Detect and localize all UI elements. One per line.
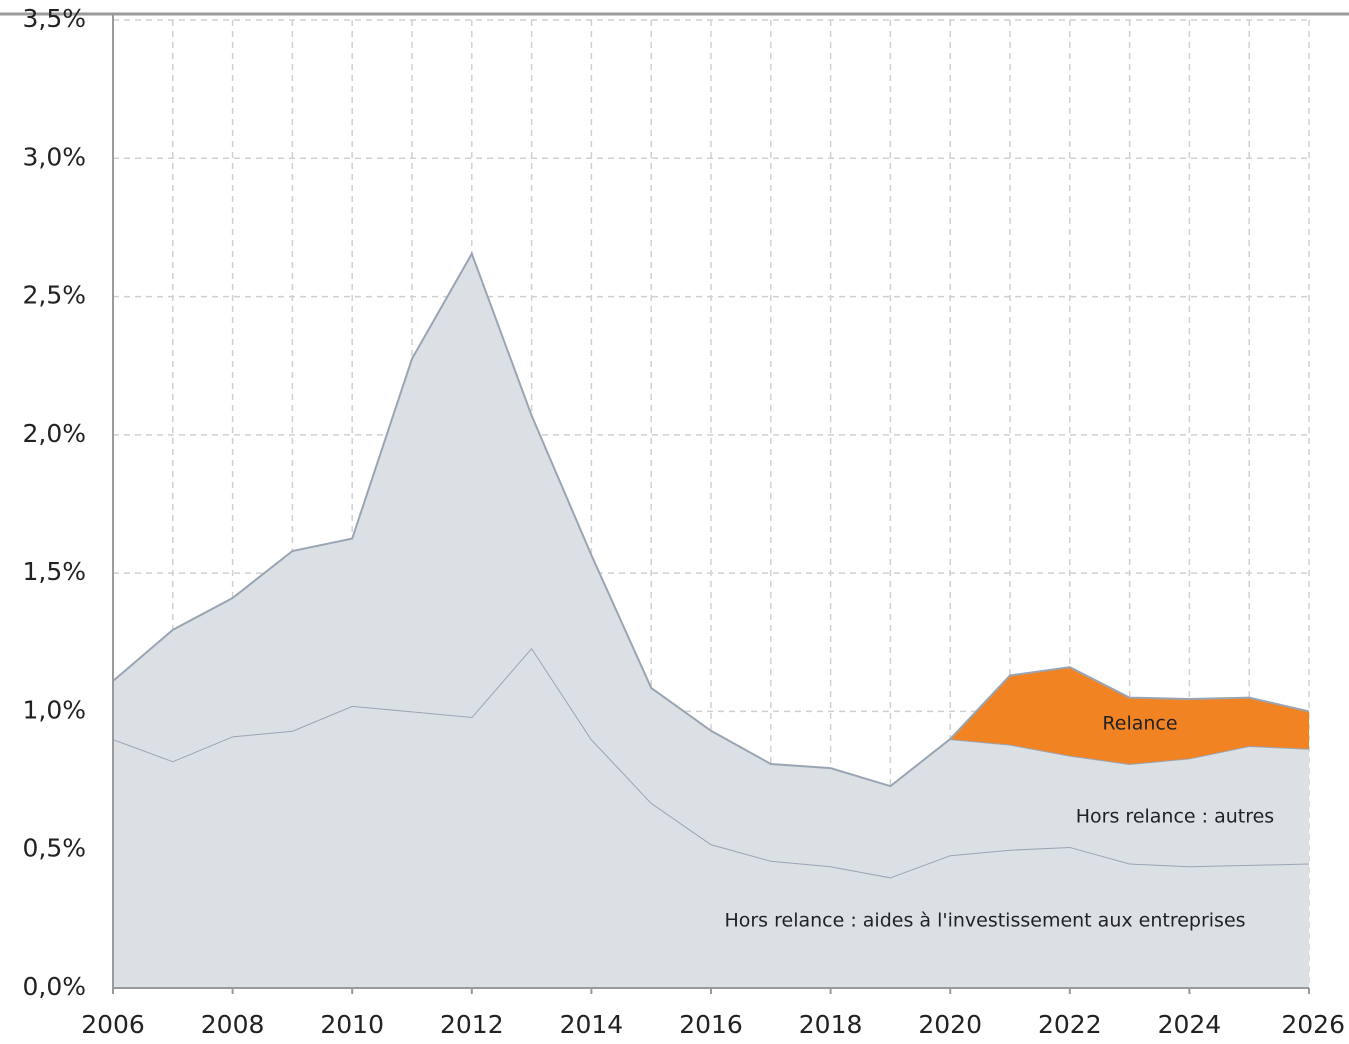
y-tick-label: 3,0% bbox=[22, 142, 86, 171]
y-tick-label: 2,5% bbox=[22, 281, 86, 310]
area bbox=[113, 647, 1309, 988]
y-tick-label: 3,5% bbox=[22, 4, 86, 33]
x-tick-label: 2012 bbox=[440, 1010, 504, 1039]
y-tick-label: 1,5% bbox=[22, 557, 86, 586]
x-tick-label: 2006 bbox=[81, 1010, 145, 1039]
series-label: Relance bbox=[1102, 713, 1177, 735]
area bbox=[113, 253, 1309, 878]
y-tick-label: 2,0% bbox=[22, 419, 86, 448]
series-label: Hors relance : aides à l'investissement … bbox=[724, 910, 1245, 932]
y-tick-label: 1,0% bbox=[22, 695, 86, 724]
x-tick-label: 2018 bbox=[799, 1010, 863, 1039]
x-tick-label: 2016 bbox=[679, 1010, 743, 1039]
x-tick-label: 2008 bbox=[201, 1010, 265, 1039]
series-label: Hors relance : autres bbox=[1076, 806, 1274, 828]
x-tick-label: 2020 bbox=[918, 1010, 982, 1039]
x-tick-label: 2010 bbox=[320, 1010, 384, 1039]
area-edge bbox=[949, 666, 1310, 740]
area bbox=[950, 667, 1309, 764]
y-tick-label: 0,0% bbox=[22, 972, 86, 1001]
x-tick-label: 2026 bbox=[1281, 1010, 1345, 1039]
y-tick-label: 0,5% bbox=[22, 834, 86, 863]
x-tick-label: 2014 bbox=[560, 1010, 624, 1039]
x-tick-label: 2024 bbox=[1158, 1010, 1222, 1039]
x-tick-label: 2022 bbox=[1038, 1010, 1102, 1039]
